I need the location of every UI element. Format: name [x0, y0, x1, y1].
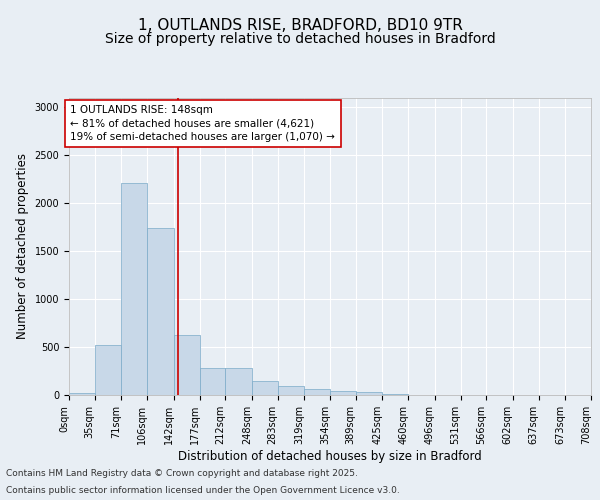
Text: Contains public sector information licensed under the Open Government Licence v3: Contains public sector information licen… — [6, 486, 400, 495]
Y-axis label: Number of detached properties: Number of detached properties — [16, 153, 29, 340]
Bar — [69, 392, 95, 395]
Bar — [199, 368, 226, 395]
Bar — [173, 334, 199, 395]
Bar — [95, 345, 121, 395]
Text: Size of property relative to detached houses in Bradford: Size of property relative to detached ho… — [104, 32, 496, 46]
X-axis label: Distribution of detached houses by size in Bradford: Distribution of detached houses by size … — [178, 450, 482, 462]
Text: 1 OUTLANDS RISE: 148sqm
← 81% of detached houses are smaller (4,621)
19% of semi: 1 OUTLANDS RISE: 148sqm ← 81% of detache… — [70, 105, 335, 142]
Text: 1, OUTLANDS RISE, BRADFORD, BD10 9TR: 1, OUTLANDS RISE, BRADFORD, BD10 9TR — [137, 18, 463, 32]
Bar — [252, 381, 278, 395]
Bar — [382, 394, 408, 395]
Bar — [304, 389, 330, 395]
Bar — [226, 368, 252, 395]
Bar — [121, 183, 147, 395]
Bar — [330, 390, 356, 395]
Bar — [356, 392, 382, 395]
Text: Contains HM Land Registry data © Crown copyright and database right 2025.: Contains HM Land Registry data © Crown c… — [6, 468, 358, 477]
Bar — [147, 228, 173, 395]
Bar — [278, 386, 304, 395]
